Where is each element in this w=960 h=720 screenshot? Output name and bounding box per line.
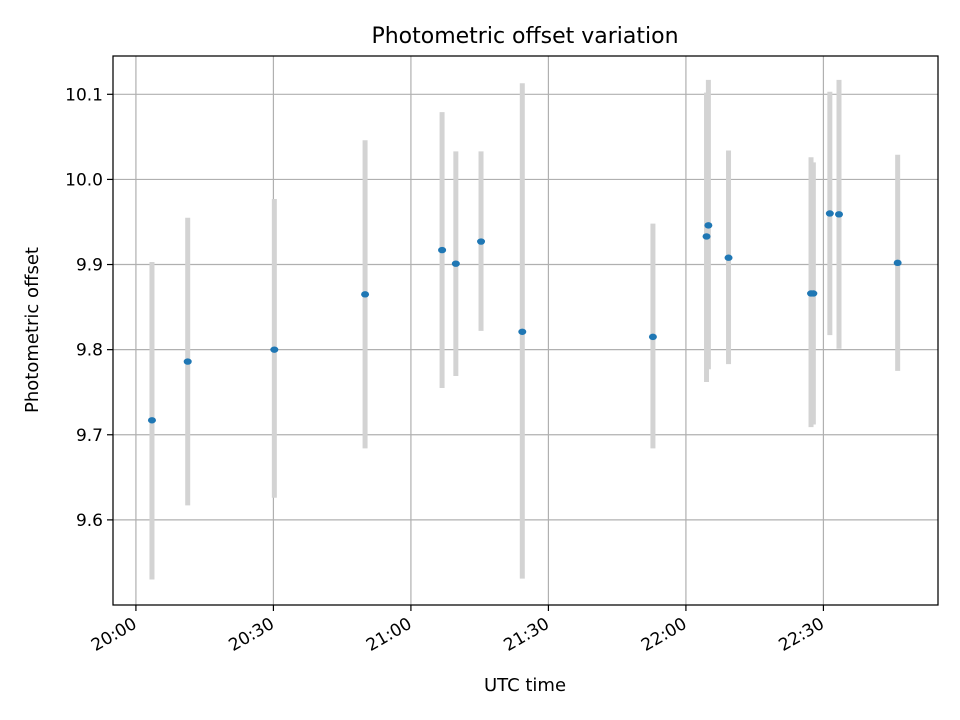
data-point	[724, 254, 733, 261]
data-point	[183, 358, 192, 365]
y-axis-ticks: 9.6 9.7 9.8 9.9 10.0 10.1	[65, 85, 113, 531]
data-point	[147, 417, 156, 424]
y-tick-label: 10.1	[65, 85, 103, 105]
data-point	[518, 328, 527, 335]
data-markers	[147, 210, 902, 424]
x-axis-label: UTC time	[484, 675, 566, 696]
chart-title: Photometric offset variation	[371, 24, 678, 49]
data-point	[702, 233, 711, 240]
y-tick-label: 9.7	[76, 426, 103, 446]
grid-horizontal	[113, 93, 938, 521]
data-point	[893, 259, 902, 267]
data-point	[438, 246, 447, 254]
y-tick-label: 9.6	[76, 511, 103, 531]
data-point	[809, 290, 818, 297]
data-point	[825, 210, 834, 217]
y-tick-label: 10.0	[65, 170, 103, 190]
data-point	[648, 333, 657, 341]
data-point	[361, 291, 370, 298]
data-point	[704, 222, 713, 229]
y-tick-label: 9.9	[76, 256, 103, 276]
data-point	[477, 238, 486, 245]
data-point	[451, 260, 460, 267]
data-point	[270, 346, 279, 353]
y-tick-label: 9.8	[76, 341, 103, 361]
plot-frame	[112, 55, 939, 606]
y-axis-label: Photometric offset	[22, 247, 43, 413]
grid-vertical	[135, 56, 825, 605]
data-point	[835, 211, 843, 218]
